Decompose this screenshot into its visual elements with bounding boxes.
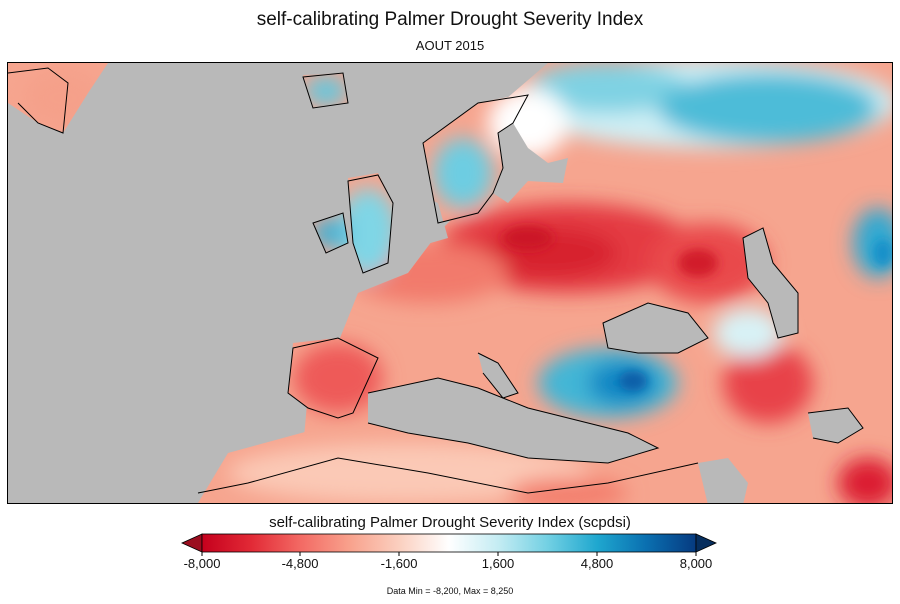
colorbar-tick-label: -1,600 (380, 556, 418, 571)
map-title: self-calibrating Palmer Drought Severity… (256, 9, 644, 30)
colorbar-over-arrow (695, 533, 717, 553)
colorbar-tick-label: 1,600 (481, 556, 515, 571)
colorbar-tick-label: 4,800 (580, 556, 614, 571)
colorbar-gradient (201, 533, 697, 553)
map-subtitle: AOUT 2015 (415, 38, 485, 53)
colorbar-tick-label: 8,000 (679, 556, 713, 571)
colorbar-tick-label: -4,800 (281, 556, 319, 571)
data-range-note: Data Min = -8,200, Max = 8,250 (386, 586, 514, 596)
colorbar-under-arrow (181, 533, 203, 553)
colorbar-title: self-calibrating Palmer Drought Severity… (269, 514, 631, 531)
map-panel[interactable] (7, 62, 893, 504)
colorbar-tick-label: -8,000 (183, 556, 221, 571)
drought-map (8, 63, 892, 503)
